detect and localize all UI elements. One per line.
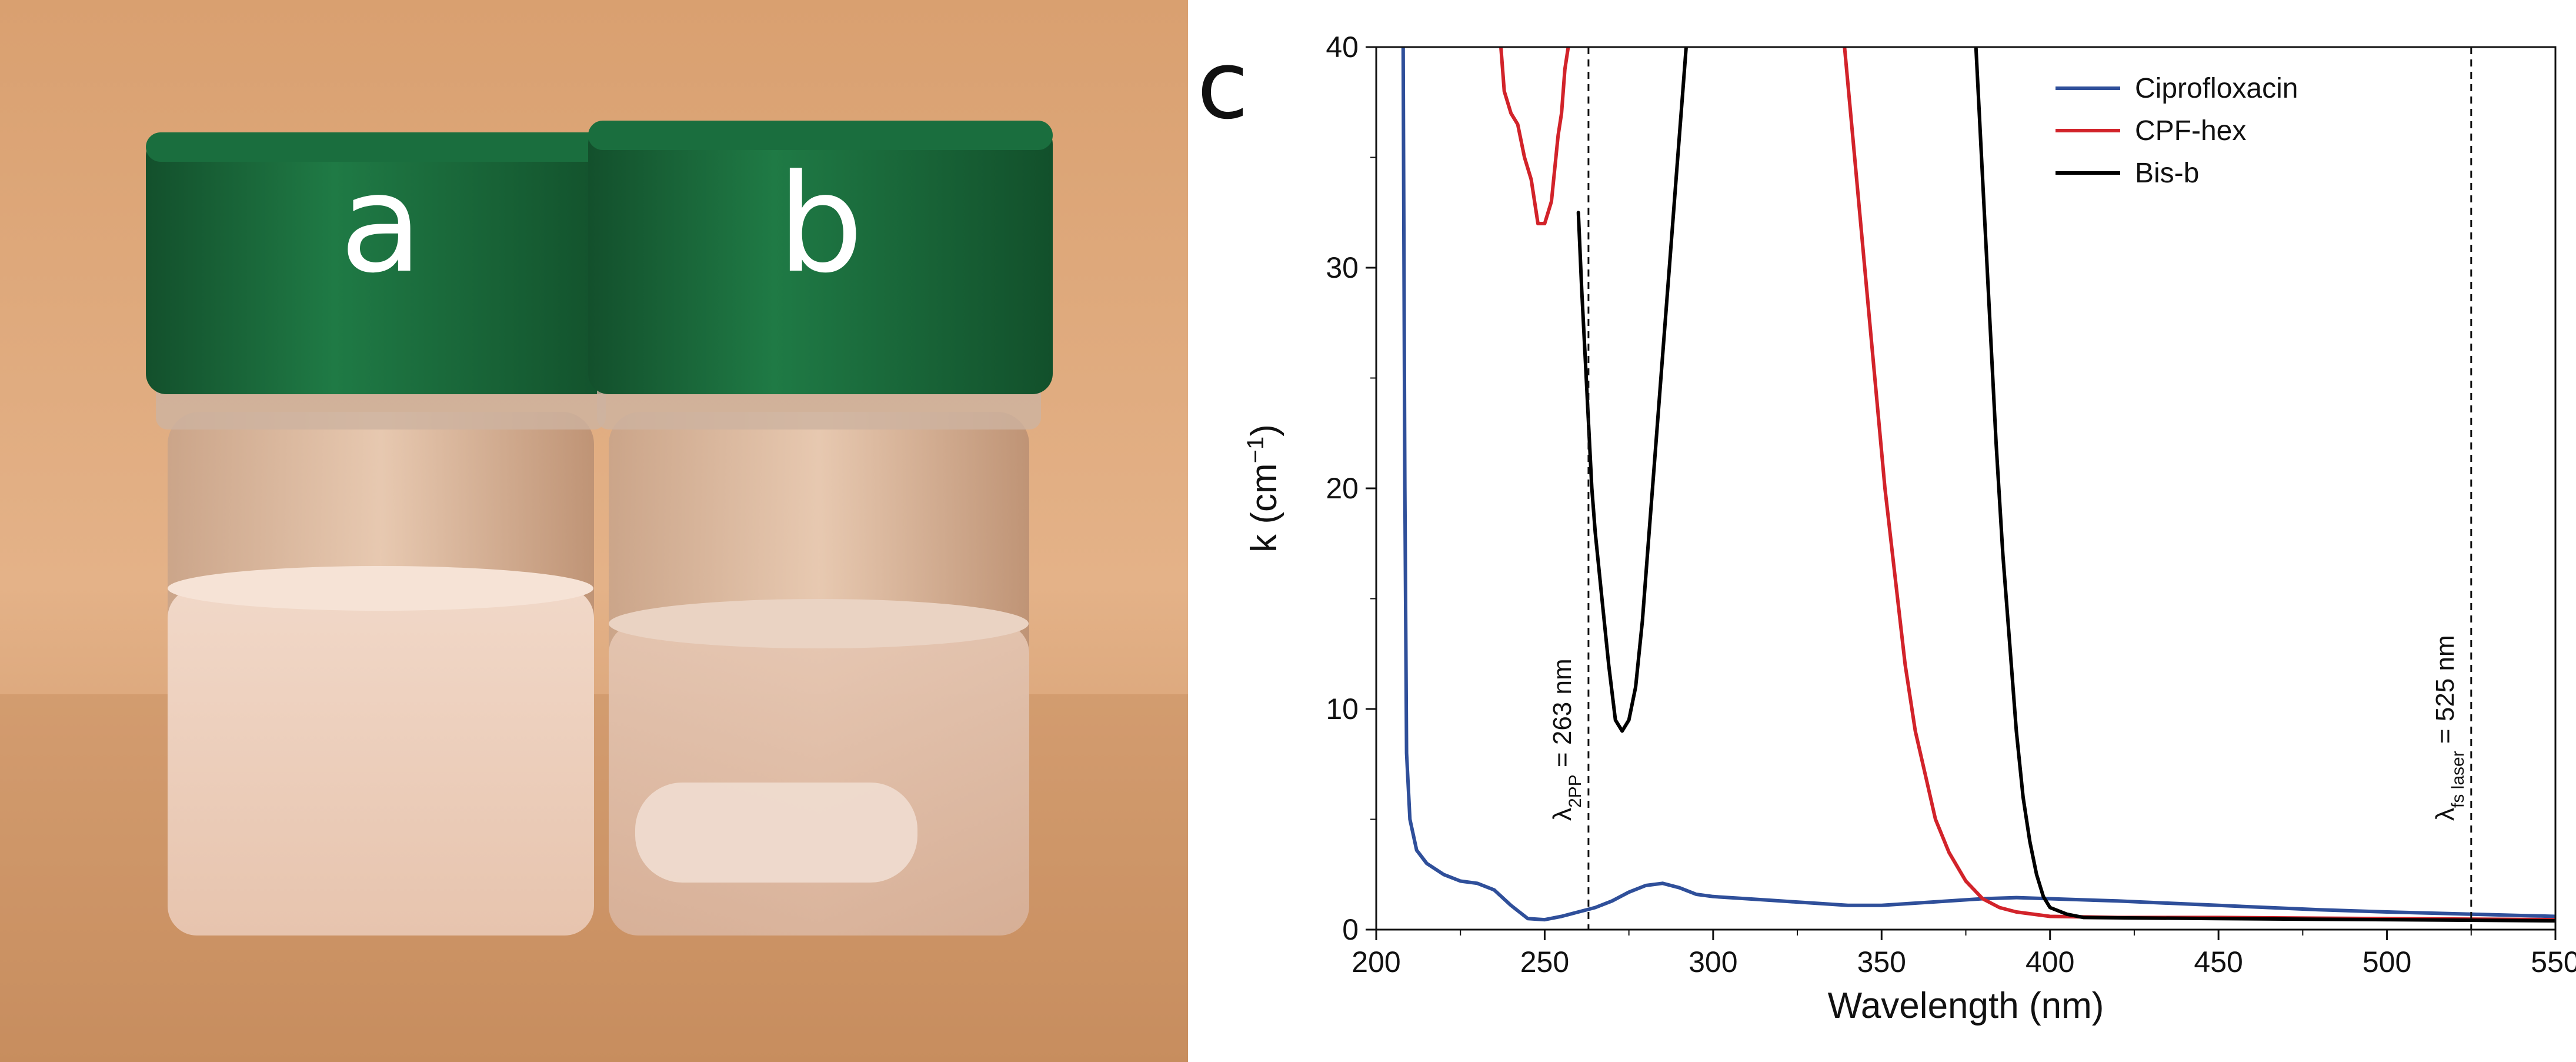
ref-label-value: = 263 nm <box>1548 658 1577 774</box>
series-line-bis-b <box>1576 47 2555 923</box>
series-line-ciprofloxacin <box>1401 47 2555 922</box>
legend: Ciprofloxacin CPF-hex Bis-b <box>2056 73 2298 189</box>
legend-label: Bis-b <box>2135 158 2199 189</box>
vial-a-cap <box>146 135 616 394</box>
reference-line-label-525: λfs laser = 525 nm <box>2431 635 2468 821</box>
x-tick-label: 550 <box>2531 946 2576 978</box>
ref-label-subscript: fs laser <box>2448 751 2467 808</box>
series-line-cpf-hex <box>1499 47 2555 922</box>
legend-label: Ciprofloxacin <box>2135 73 2298 104</box>
ref-label-value: = 525 nm <box>2431 635 2460 751</box>
panel-label: c <box>1197 30 1249 140</box>
ref-label-symbol: λ <box>1548 808 1577 821</box>
x-tick-label: 250 <box>1520 946 1569 978</box>
y-tick-label: 10 <box>1326 693 1359 725</box>
x-tick-label: 400 <box>2026 946 2074 978</box>
x-axis-title: Wavelength (nm) <box>1828 986 2104 1026</box>
vial-b: b <box>588 121 1053 936</box>
vials-photo: a b <box>0 0 1188 1062</box>
x-axis-ticks: 200 250 300 350 400 450 500 550 <box>1352 930 2576 978</box>
y-tick-label: 20 <box>1326 472 1359 505</box>
vial-b-cap <box>588 124 1053 394</box>
y-axis-title-close: ) <box>1244 424 1284 437</box>
vial-a: a <box>146 132 616 936</box>
x-tick-label: 300 <box>1689 946 1737 978</box>
vial-b-label: b <box>778 146 863 303</box>
x-tick-label: 450 <box>2194 946 2243 978</box>
legend-label: CPF-hex <box>2135 115 2246 147</box>
vial-a-label: a <box>340 146 423 303</box>
y-axis-title: k (cm−1) <box>1243 424 1284 552</box>
y-tick-label: 0 <box>1342 913 1359 946</box>
y-axis-title-sup: −1 <box>1243 437 1269 464</box>
y-axis-ticks: 0 10 20 30 40 <box>1326 31 1376 946</box>
y-tick-label: 30 <box>1326 251 1359 284</box>
y-axis-title-main: k (cm <box>1244 463 1284 552</box>
series-layer <box>1401 47 2555 923</box>
y-tick-label: 40 <box>1326 31 1359 64</box>
ref-label-subscript: 2PP <box>1565 774 1584 808</box>
reference-line-label-263: λ2PP = 263 nm <box>1548 658 1585 821</box>
ref-label-symbol: λ <box>2431 808 2460 821</box>
x-tick-label: 350 <box>1857 946 1906 978</box>
x-tick-label: 200 <box>1352 946 1400 978</box>
x-tick-label: 500 <box>2363 946 2411 978</box>
